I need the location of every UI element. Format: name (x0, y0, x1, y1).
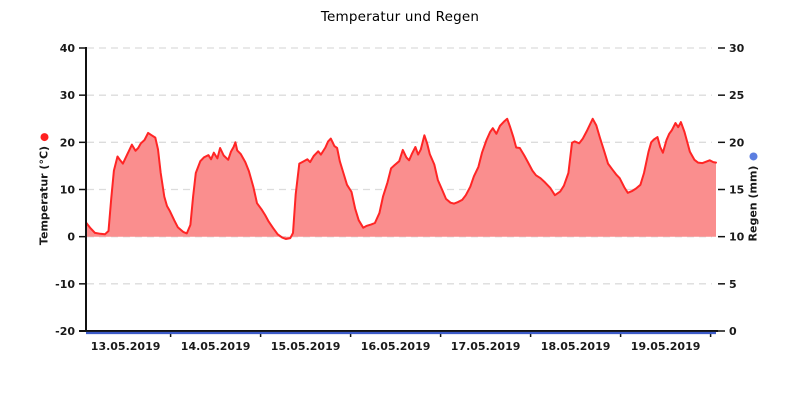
x-axis-date-label: 15.05.2019 (271, 340, 341, 353)
x-axis-date-label: 17.05.2019 (451, 340, 521, 353)
y-left-axis-title-label: Temperatur (°C) (37, 145, 51, 246)
temperature-area (86, 118, 716, 239)
y-left-axis-title: Temperatur (°C) (37, 132, 51, 246)
rain-legend-dot (749, 152, 757, 161)
y-right-tick-label: 0 (729, 325, 737, 338)
y-left-tick-label: 40 (60, 42, 76, 55)
x-axis-date-label: 16.05.2019 (361, 340, 431, 353)
y-left-tick-label: 10 (60, 184, 76, 197)
x-axis-date-label: 13.05.2019 (91, 340, 161, 353)
x-axis-date-label: 18.05.2019 (541, 340, 611, 353)
y-right-tick-label: 15 (729, 184, 744, 197)
chart-title: Temperatur und Regen (320, 9, 480, 25)
y-right-tick-label: 20 (729, 136, 745, 149)
x-axis-date-label: 14.05.2019 (181, 340, 251, 353)
y-right-axis-title: Regen (mm) (746, 152, 760, 242)
y-right-tick-label: 30 (729, 42, 745, 55)
temperature-legend-dot (40, 132, 48, 141)
y-left-tick-label: -20 (55, 325, 75, 338)
y-left-tick-label: 20 (60, 136, 76, 149)
y-left-tick-label: 0 (67, 231, 75, 244)
x-axis-date-label: 19.05.2019 (631, 340, 701, 353)
y-right-tick-label: 25 (729, 89, 744, 102)
y-right-tick-label: 10 (729, 231, 745, 244)
y-right-tick-label: 5 (729, 278, 737, 291)
y-right-axis-title-label: Regen (mm) (746, 165, 760, 242)
y-left-tick-label: -10 (55, 278, 75, 291)
y-left-tick-label: 30 (60, 89, 76, 102)
temperature-line (85, 117, 717, 240)
